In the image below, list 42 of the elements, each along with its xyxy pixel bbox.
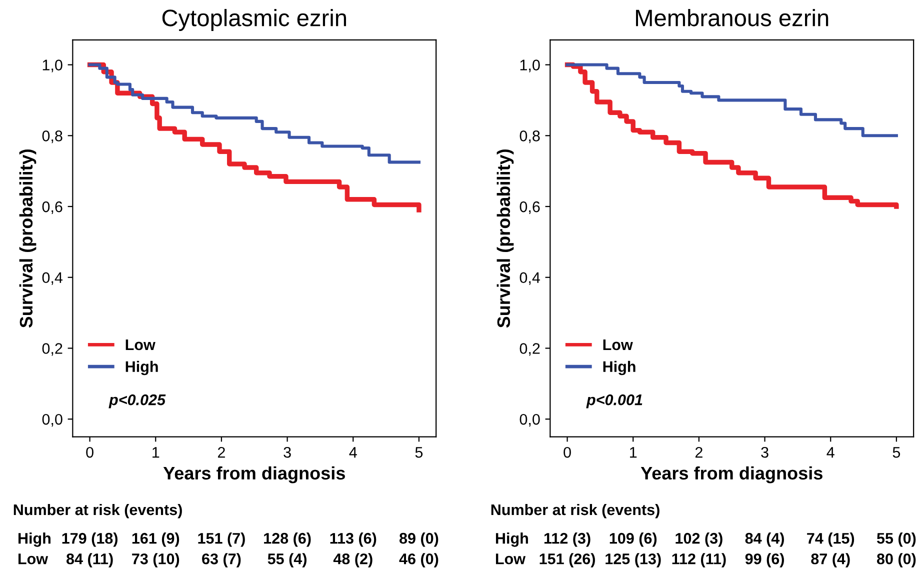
y-tick-label: 0,2 — [520, 343, 540, 356]
x-tick-label: 4 — [349, 447, 357, 458]
text: High 179 (18) 161 (9) 151 (7) 128 (6) 113 (6) 89 (0) — [18, 532, 438, 547]
legend-label: High — [126, 360, 158, 376]
y-tick-label: 0,8 — [42, 130, 62, 144]
x-tick-label: 0 — [86, 446, 94, 458]
x-tick-label: 3 — [284, 446, 291, 458]
text: Low 84 (11) 73 (10) 63 (7) 55 (4) 48 (2) 46 (0) — [18, 553, 438, 568]
x-tick-label: 3 — [761, 446, 768, 458]
x-tick-label: 2 — [695, 446, 702, 458]
text: Number at risk (events) — [491, 504, 660, 518]
x-tick-label: 0 — [564, 446, 571, 458]
y-tick-label: 0,4 — [520, 272, 540, 285]
text: Low 151 (26) 125 (13) 112 (11) 99 (6) 87 (4) 80 (0) — [496, 553, 916, 568]
annotation: p<0.001 — [586, 394, 642, 408]
y-tick-label: 0,8 — [520, 130, 540, 144]
legend-label: High — [603, 360, 636, 376]
chart-title: Membranous ezrin — [636, 8, 828, 26]
x-tick-label: 4 — [826, 447, 834, 458]
annotation: p<0.025 — [108, 394, 166, 408]
x-tick-label: 1 — [630, 447, 637, 458]
y-tick-label: 0,6 — [42, 201, 62, 214]
chart-title: Cytoplasmic ezrin — [162, 8, 346, 31]
x-tick-label: 1 — [152, 447, 160, 458]
y-tick-label: 0,6 — [520, 201, 540, 214]
x-tick-label: 2 — [218, 446, 225, 458]
y-tick-label: 0,0 — [42, 414, 62, 427]
x-tick-label: 5 — [892, 447, 900, 458]
text: High 112 (3) 109 (6) 102 (3) 84 (4) 74 (15) 55 (0) — [496, 532, 916, 547]
x-axis-title: Years from diagnosis — [163, 466, 345, 484]
y-tick-label: 0,2 — [42, 343, 62, 356]
x-axis-title: Years from diagnosis — [640, 466, 822, 484]
y-tick-label: 1,0 — [520, 60, 540, 72]
legend-label: Low — [603, 340, 633, 350]
y-axis-title: Survival (probability) — [19, 149, 36, 328]
y-tick-label: 0,4 — [42, 272, 63, 285]
legend-label: Low — [126, 340, 156, 350]
text: Number at risk (events) — [14, 504, 182, 518]
y-axis-title: Survival (probability) — [496, 149, 514, 328]
x-tick-label: 5 — [415, 447, 423, 458]
y-tick-label: 0,0 — [520, 414, 540, 427]
y-tick-label: 1,0 — [42, 60, 62, 72]
